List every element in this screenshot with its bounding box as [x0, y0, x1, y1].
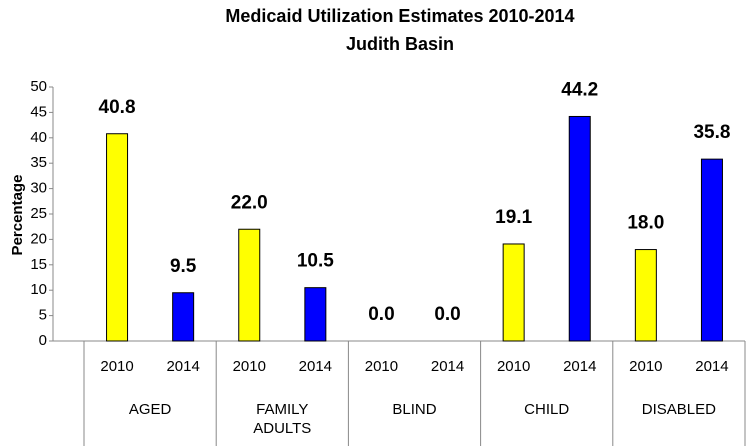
- data-label: 18.0: [627, 213, 664, 234]
- y-tick-label: 50: [30, 78, 47, 95]
- category-label: CHILD: [524, 401, 570, 418]
- chart-subtitle: Judith Basin: [346, 34, 454, 54]
- bar: [238, 228, 261, 342]
- series-label: 2014: [299, 358, 332, 375]
- series-label: 2014: [695, 358, 728, 375]
- data-label: 9.5: [170, 256, 197, 277]
- bar: [172, 292, 195, 342]
- data-label: 22.0: [231, 192, 268, 213]
- series-label: 2014: [431, 358, 464, 375]
- data-label: 44.2: [561, 79, 598, 100]
- series-label: 2010: [233, 358, 266, 375]
- bar: [634, 249, 657, 342]
- category-label: FAMILY ADULTS: [253, 401, 312, 437]
- y-tick-label: 25: [30, 205, 47, 222]
- y-tick-label: 45: [30, 103, 47, 120]
- series-label: 2010: [629, 358, 662, 375]
- y-tick-label: 0: [39, 332, 47, 349]
- series-label: 2010: [100, 358, 133, 375]
- category-label: BLIND: [392, 401, 437, 418]
- series-label: 2010: [365, 358, 398, 375]
- y-axis-label: Percentage: [9, 175, 26, 256]
- data-label: 10.5: [297, 251, 334, 272]
- bar: [304, 287, 327, 342]
- chart-title: Medicaid Utilization Estimates 2010-2014: [225, 6, 574, 26]
- series-label: 2014: [563, 358, 596, 375]
- data-label: 40.8: [99, 97, 136, 118]
- y-tick-label: 35: [30, 154, 47, 171]
- series-label: 2014: [166, 358, 199, 375]
- y-tick-label: 10: [30, 281, 47, 298]
- y-tick-label: 15: [30, 256, 47, 273]
- y-tick-label: 30: [30, 180, 47, 197]
- data-label: 0.0: [434, 304, 460, 325]
- bar: [700, 158, 723, 342]
- data-label: 19.1: [495, 207, 532, 228]
- series-label: 2010: [497, 358, 530, 375]
- y-tick-label: 20: [30, 230, 47, 247]
- bar: [502, 243, 525, 342]
- y-tick-label: 40: [30, 129, 47, 146]
- data-label: 35.8: [693, 122, 730, 143]
- data-label: 0.0: [368, 304, 394, 325]
- y-tick-label: 5: [39, 307, 47, 324]
- bar: [106, 133, 129, 342]
- category-label: DISABLED: [641, 401, 716, 418]
- category-label: AGED: [128, 401, 172, 418]
- bar: [568, 115, 591, 342]
